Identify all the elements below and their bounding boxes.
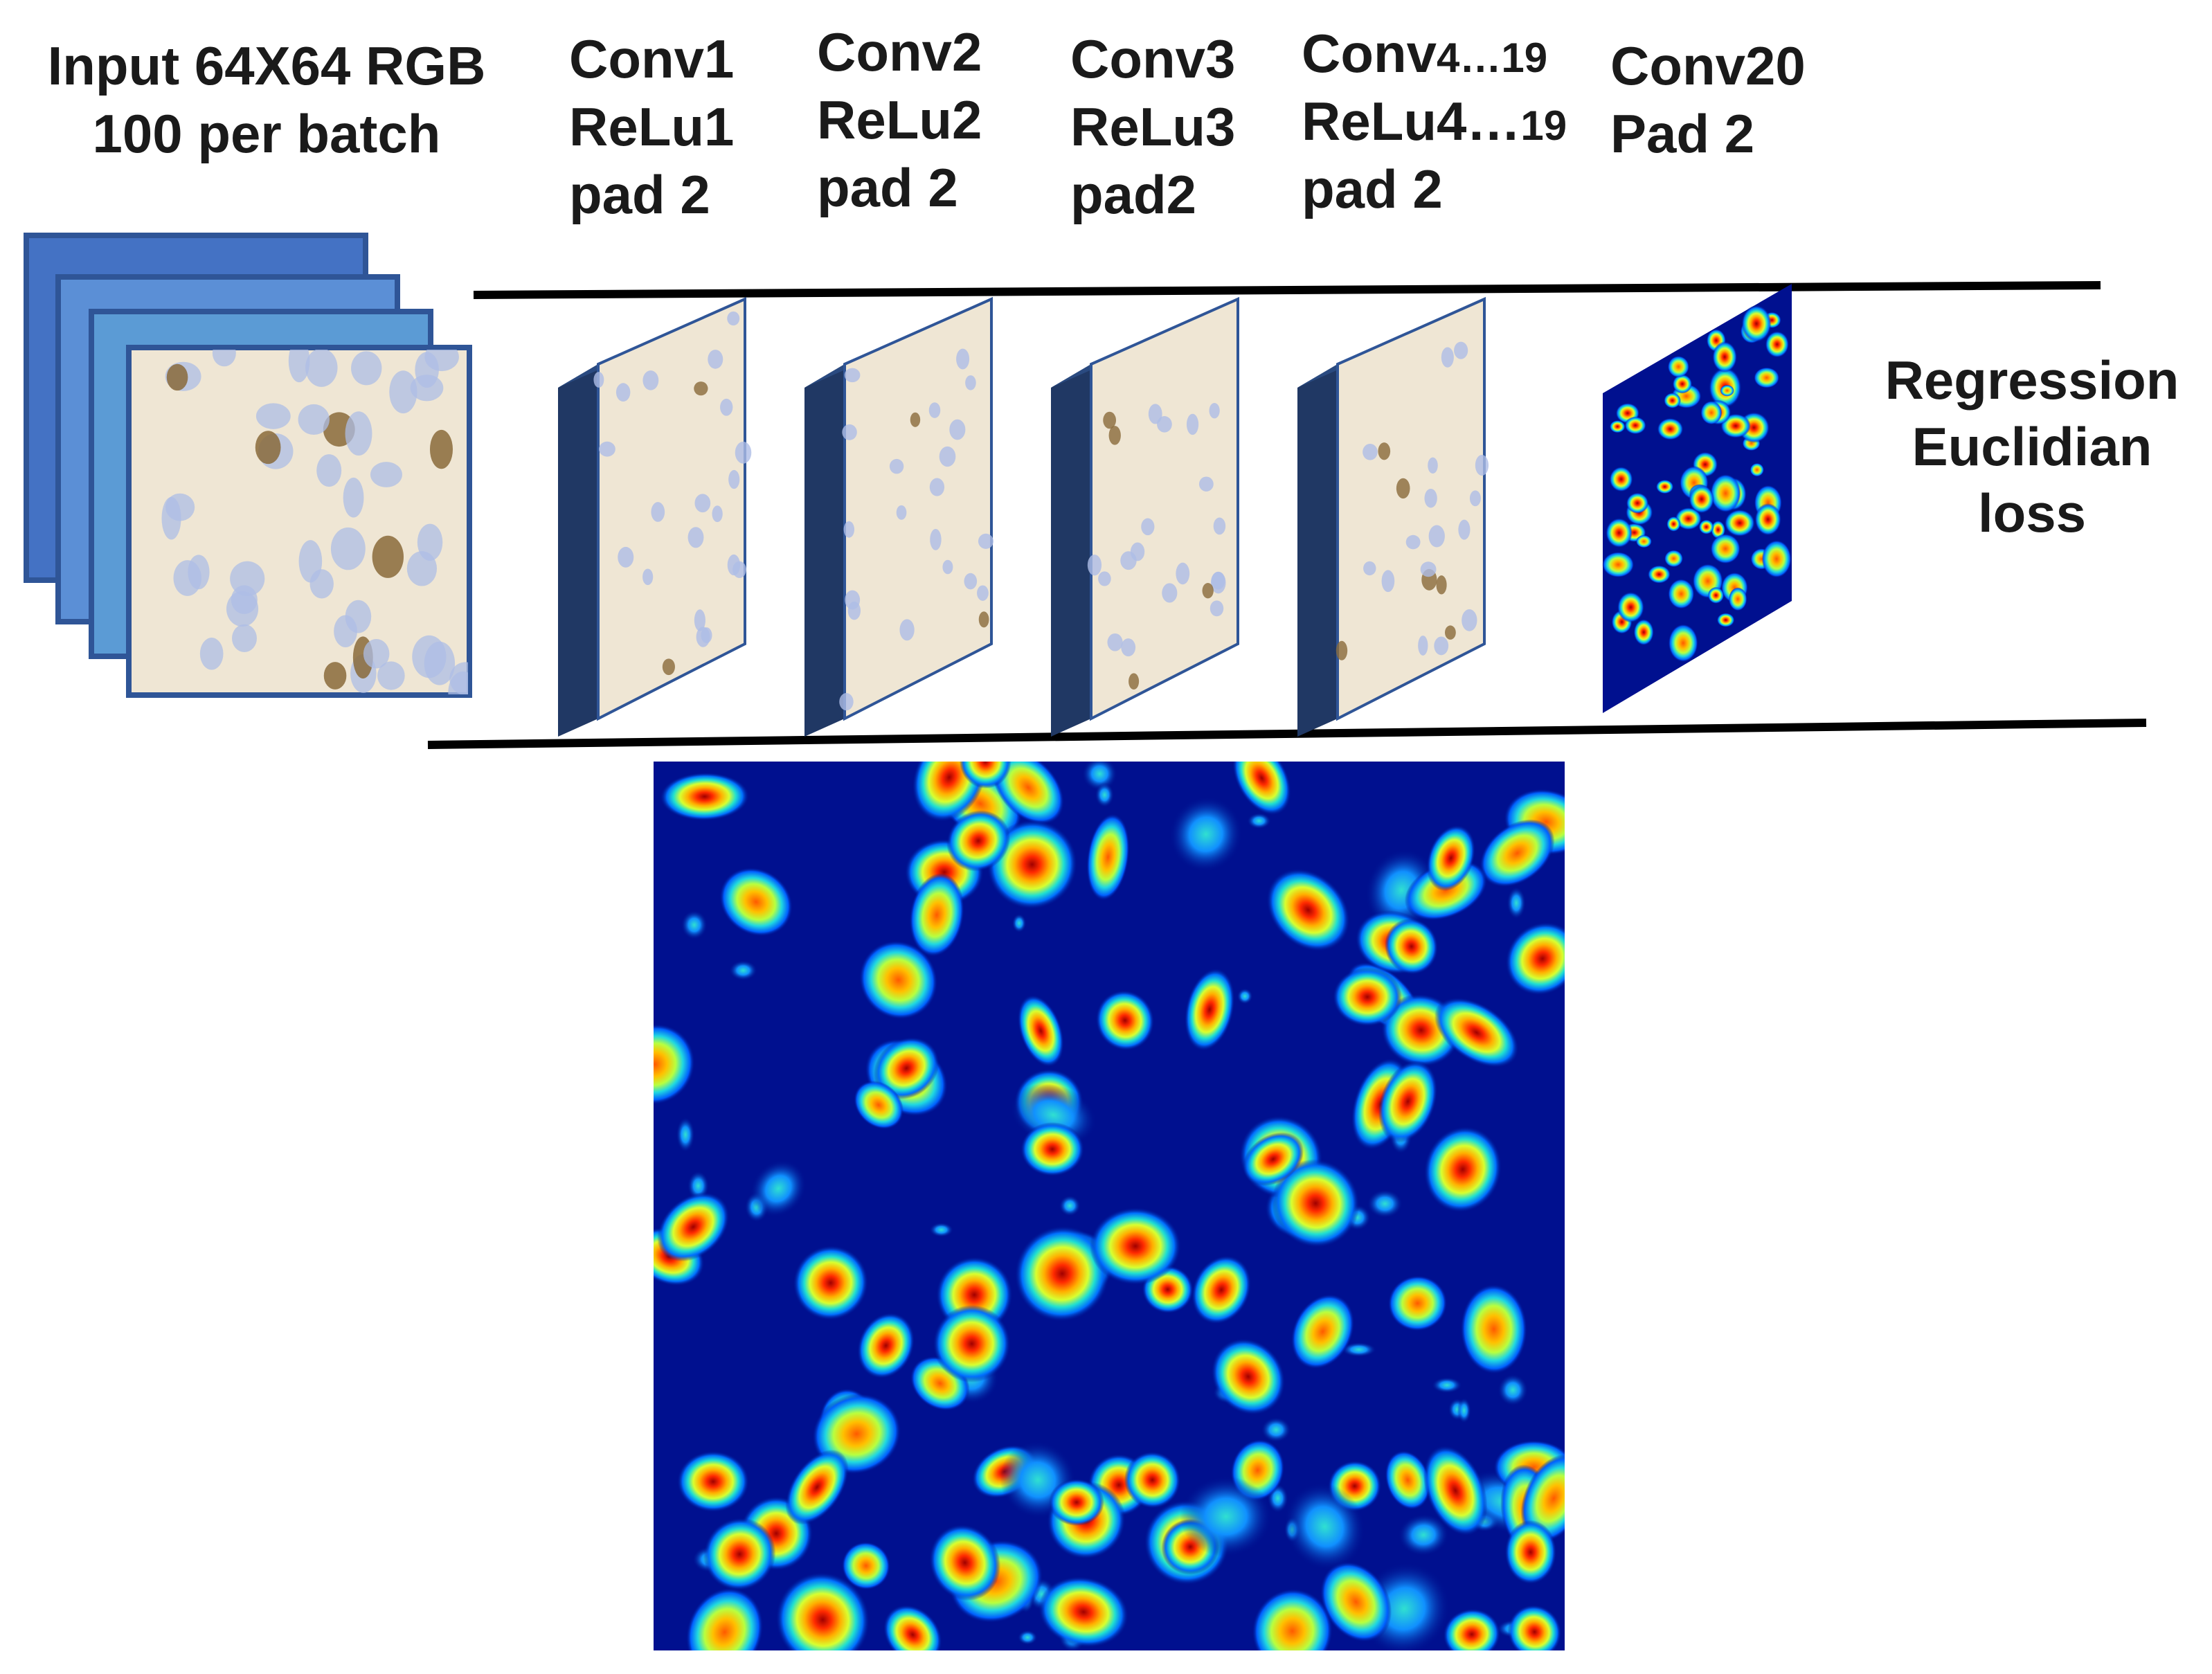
nucleus	[330, 527, 366, 570]
stained-nucleus	[429, 429, 453, 469]
nucleus	[377, 661, 405, 690]
conv2-label: Conv2 ReLu2 pad 2	[817, 21, 982, 218]
nucleus	[370, 462, 402, 487]
relu4-19-title-range: 19	[1520, 102, 1567, 149]
nucleus	[424, 641, 456, 685]
nucleus	[212, 350, 236, 367]
conv2-pad: pad 2	[817, 157, 958, 218]
conv20-pad: Pad 2	[1610, 103, 1754, 164]
nucleus	[199, 638, 224, 670]
conv1-pad: pad 2	[569, 164, 710, 225]
conv-layer-slabs	[558, 296, 1489, 737]
conv-slab-4	[1297, 296, 1489, 737]
conv3-title: Conv3	[1070, 28, 1235, 89]
conv2-title: Conv2	[817, 21, 982, 82]
loss-line2: Euclidian	[1912, 416, 2152, 477]
relu4-19-title: ReLu4…19	[1302, 91, 1567, 152]
input-batch-stack	[24, 233, 472, 698]
conv20-title: Conv20	[1610, 35, 1806, 96]
nucleus	[232, 624, 257, 653]
nucleus	[448, 671, 468, 694]
conv-slab-3	[1051, 296, 1239, 737]
conv3-pad: pad2	[1070, 164, 1196, 225]
conv1-label: Conv1 ReLu1 pad 2	[569, 28, 734, 225]
nucleus	[351, 351, 382, 386]
nucleus	[288, 350, 310, 383]
network-bottom-boundary-line	[427, 719, 2147, 749]
relu4-19-title-main: ReLu4…	[1302, 91, 1520, 152]
nucleus	[305, 350, 338, 387]
network-top-boundary-line	[473, 281, 2101, 299]
stained-nucleus	[323, 662, 347, 690]
conv3-label: Conv3 ReLu3 pad2	[1070, 28, 1235, 225]
nucleus	[363, 639, 390, 669]
input-label: Input 64X64 RGB 100 per batch	[48, 35, 486, 164]
conv-slab-1	[558, 296, 752, 737]
nucleus	[345, 600, 372, 633]
conv4-19-title-range: 4…19	[1437, 35, 1547, 81]
loss-line3: loss	[1978, 483, 2086, 543]
conv4-19-title-main: Conv	[1302, 23, 1437, 84]
relu1-title: ReLu1	[569, 96, 734, 157]
nucleus	[424, 350, 459, 372]
input-label-line2: 100 per batch	[93, 103, 441, 164]
nucleus	[345, 411, 372, 456]
conv-slab-2	[804, 296, 993, 737]
conv4-19-label: Conv4…19 ReLu4…19 pad 2	[1302, 23, 1567, 219]
conv4-19-title: Conv4…19	[1302, 23, 1547, 84]
input-label-line1: Input 64X64 RGB	[48, 35, 486, 96]
nucleus	[309, 569, 334, 599]
nucleus	[343, 477, 364, 518]
stained-nucleus	[255, 431, 281, 465]
relu3-title: ReLu3	[1070, 96, 1235, 157]
stained-nucleus	[166, 363, 188, 391]
nucleus	[410, 375, 444, 402]
nucleus	[161, 496, 181, 540]
stained-nucleus	[372, 535, 404, 578]
conv20-label: Conv20 Pad 2	[1610, 35, 1806, 164]
input-image-patch	[126, 345, 472, 698]
nucleus	[173, 560, 201, 596]
loss-label: Regression Euclidian loss	[1885, 350, 2179, 543]
relu2-title: ReLu2	[817, 89, 982, 150]
nucleus	[298, 404, 330, 435]
conv1-title: Conv1	[569, 28, 734, 89]
nucleus	[389, 370, 417, 414]
output-density-heatmap	[654, 762, 1565, 1650]
nucleus	[255, 403, 291, 429]
nucleus	[316, 454, 342, 487]
nucleus	[417, 523, 443, 561]
conv20-output-heatmap	[1602, 284, 1792, 713]
conv4-19-pad: pad 2	[1302, 159, 1443, 219]
nucleus	[231, 585, 258, 614]
loss-line1: Regression	[1885, 350, 2179, 411]
